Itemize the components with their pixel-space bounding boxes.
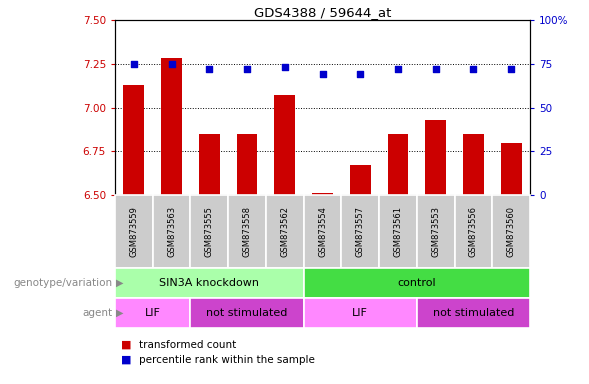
Text: LIF: LIF (352, 308, 368, 318)
Bar (304, 268, 530, 298)
Text: genotype/variation: genotype/variation (13, 278, 112, 288)
Bar (350, 165, 370, 195)
Bar (115, 298, 190, 328)
Bar (115, 195, 153, 268)
Point (204, 66, 214, 72)
Point (280, 64, 289, 70)
Text: GSM873554: GSM873554 (318, 206, 327, 257)
Bar (153, 195, 190, 268)
Bar (274, 95, 295, 195)
Text: GSM873556: GSM873556 (469, 206, 478, 257)
Bar (190, 298, 304, 328)
Point (242, 66, 252, 72)
Point (507, 66, 516, 72)
Text: GSM873558: GSM873558 (243, 206, 252, 257)
Title: GDS4388 / 59644_at: GDS4388 / 59644_at (254, 6, 391, 19)
Text: GSM873555: GSM873555 (205, 206, 214, 257)
Point (318, 71, 327, 77)
Text: GSM873553: GSM873553 (431, 206, 440, 257)
Bar (388, 134, 408, 195)
Bar (312, 193, 333, 195)
Point (469, 66, 478, 72)
Text: percentile rank within the sample: percentile rank within the sample (138, 355, 315, 365)
Point (356, 71, 365, 77)
Bar (417, 298, 530, 328)
Bar (425, 120, 446, 195)
Bar (304, 195, 342, 268)
Text: agent: agent (82, 308, 112, 318)
Text: transformed count: transformed count (138, 340, 236, 350)
Text: LIF: LIF (145, 308, 161, 318)
Bar (501, 142, 521, 195)
Text: ▶: ▶ (116, 278, 124, 288)
Text: not stimulated: not stimulated (206, 308, 288, 318)
Text: ■: ■ (121, 340, 131, 350)
Text: control: control (398, 278, 436, 288)
Bar (124, 85, 144, 195)
Text: GSM873562: GSM873562 (280, 206, 289, 257)
Bar (161, 58, 182, 195)
Bar (463, 134, 484, 195)
Text: ▶: ▶ (116, 308, 124, 318)
Bar (228, 195, 266, 268)
Text: ■: ■ (121, 355, 131, 365)
Bar (492, 195, 530, 268)
Text: GSM873561: GSM873561 (393, 206, 402, 257)
Text: GSM873560: GSM873560 (507, 206, 515, 257)
Bar (455, 195, 492, 268)
Text: SIN3A knockdown: SIN3A knockdown (159, 278, 259, 288)
Text: GSM873557: GSM873557 (356, 206, 365, 257)
Bar (115, 268, 304, 298)
Bar (304, 298, 417, 328)
Point (129, 61, 138, 67)
Point (393, 66, 403, 72)
Bar (417, 195, 455, 268)
Text: GSM873563: GSM873563 (167, 206, 176, 257)
Point (431, 66, 441, 72)
Point (167, 61, 176, 67)
Text: not stimulated: not stimulated (433, 308, 514, 318)
Bar (237, 134, 257, 195)
Bar (190, 195, 228, 268)
Bar (379, 195, 417, 268)
Bar (342, 195, 379, 268)
Bar (199, 134, 220, 195)
Text: GSM873559: GSM873559 (130, 206, 138, 257)
Bar (266, 195, 304, 268)
